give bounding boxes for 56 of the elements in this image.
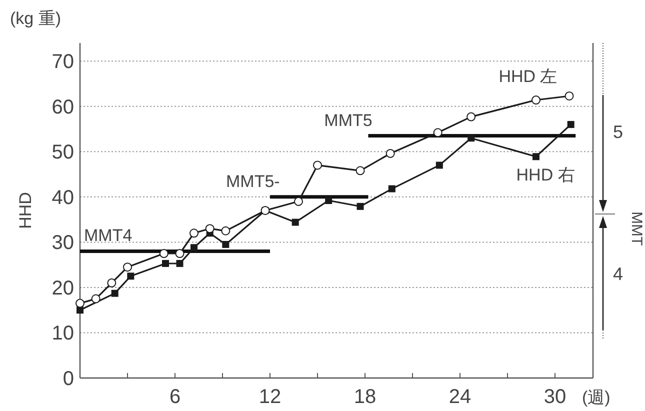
x-tick-label: 6 [169,386,181,408]
text: 5 [613,122,624,142]
y-tick-label: 70 [52,51,74,74]
point [205,224,214,234]
y-tick-label: 10 [52,322,74,345]
point [532,96,540,105]
x-tick-label: 24 [448,386,472,408]
series-label: HHD 右 [516,165,575,184]
series-label: MMT4 [84,226,132,246]
point [107,278,116,288]
y-tick-label: 40 [52,186,74,209]
point [388,185,396,192]
series-label: MMT5 [324,110,372,130]
point [221,226,230,236]
y-tick-label: 30 [52,232,74,254]
point [292,218,299,226]
y-axis-title: HHD [16,192,35,229]
x-tick-label: 30 [544,386,566,408]
point [175,249,184,258]
point [176,260,184,267]
text: 4 [613,264,624,284]
series-label: MMT5- [226,172,280,191]
point [567,120,574,128]
y-tick-label: 0 [62,368,74,390]
point [111,290,118,297]
point [190,244,198,252]
point [190,228,198,238]
point [294,196,303,206]
text: (kg 重) [10,9,61,28]
point [222,240,230,248]
point [325,197,332,204]
point [91,294,100,304]
point [313,160,322,170]
point [468,134,475,142]
point [356,166,365,176]
point [466,112,476,122]
point [386,148,395,158]
y-tick-label: 20 [52,277,74,300]
x-tick-label: 18 [354,386,376,408]
point [564,91,574,100]
point [159,249,168,258]
point [127,272,134,280]
point [532,153,540,160]
point [436,162,443,169]
x-tick-label: 12 [258,386,282,408]
point [433,128,442,138]
point [76,298,84,308]
y-tick-label: 50 [52,142,74,164]
series-label: HHD 左 [498,66,558,86]
point [162,260,169,267]
y-tick-label: 60 [52,96,74,118]
point [356,202,364,210]
y2-axis-title: MMT [628,212,645,246]
x-axis-title: (週) [582,388,610,407]
point [76,306,84,314]
point [123,262,132,272]
